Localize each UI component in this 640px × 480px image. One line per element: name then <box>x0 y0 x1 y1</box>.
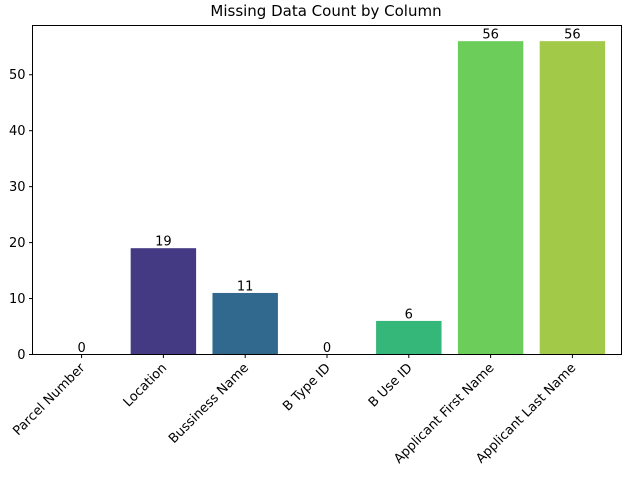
y-tick-label-40: 40 <box>9 124 26 139</box>
data-label-location: 19 <box>155 235 172 250</box>
data-label-applicant-first-name: 56 <box>482 28 499 43</box>
x-tick-label-parcel-number: Parcel Number <box>10 360 89 439</box>
chart-title: Missing Data Count by Column <box>210 2 441 20</box>
data-labels-group: 0 19 11 0 6 56 56 <box>77 28 580 356</box>
y-axis: 0 10 20 30 40 50 <box>9 68 33 363</box>
y-tick-label-20: 20 <box>9 236 26 251</box>
bar-applicant-first-name <box>457 41 524 355</box>
bar-bussiness-name <box>212 292 278 355</box>
data-label-bussiness-name: 11 <box>237 279 254 294</box>
plot-frame <box>32 25 622 355</box>
data-label-parcel-number: 0 <box>77 341 85 356</box>
data-label-b-type-id: 0 <box>323 341 331 356</box>
bar-applicant-last-name <box>539 41 606 355</box>
y-tick-label-0: 0 <box>17 348 25 363</box>
x-tick-label-b-use-id: B Use ID <box>366 361 416 411</box>
y-tick-label-10: 10 <box>9 292 26 307</box>
x-tick-label-bussiness-name: Bussiness Name <box>166 361 252 447</box>
y-tick-label-30: 30 <box>9 180 26 195</box>
data-label-applicant-last-name: 56 <box>564 28 581 43</box>
x-tick-label-b-type-id: B Type ID <box>280 361 334 415</box>
bar-location <box>130 248 197 355</box>
y-tick-label-50: 50 <box>9 68 26 83</box>
bar-b-use-id <box>376 320 442 355</box>
bars-group <box>130 41 606 355</box>
data-label-b-use-id: 6 <box>405 307 413 322</box>
x-tick-label-location: Location <box>121 361 170 410</box>
